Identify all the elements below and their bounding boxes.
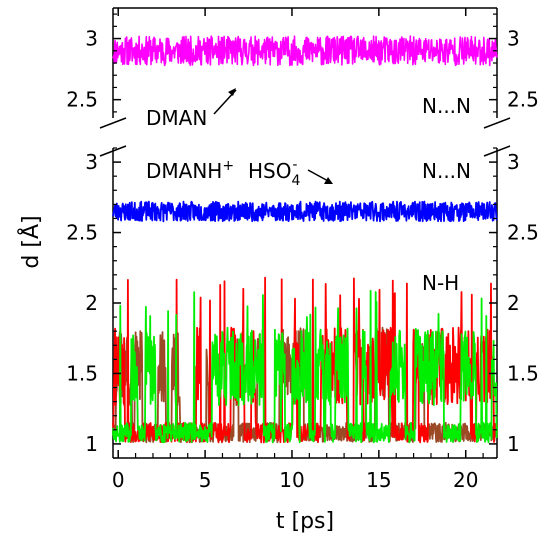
- axis-break-right-upper: [483, 117, 511, 129]
- y-tick-label-left: 2.5: [66, 88, 98, 112]
- y-tick-label-right: 3: [507, 150, 520, 174]
- annotation-dman-arrowhead: [228, 88, 236, 96]
- x-tick-label: 15: [366, 468, 391, 492]
- y-tick-label-left: 2.5: [66, 221, 98, 245]
- annotation-nh: N-H: [422, 271, 459, 295]
- y-tick-label-right: 2: [507, 291, 520, 315]
- annotation-dmanh-sup: +: [222, 158, 234, 174]
- annotation-top-nn: N...N: [422, 94, 471, 118]
- annotation-hso4-sub: 4: [291, 173, 300, 189]
- x-tick-label: 20: [453, 468, 478, 492]
- y-tick-label-left: 2: [85, 291, 98, 315]
- ticks-layer: [113, 8, 497, 459]
- annotation-dmanh-base: DMANH: [146, 159, 222, 183]
- x-axis-label: t [ps]: [276, 509, 334, 534]
- annotation-hso4-sup: -: [292, 157, 297, 173]
- series-layer: [112, 35, 498, 444]
- tick-labels-layer: 0 5 10 15 20 2.5 2.5 3 3 1 1 1.5 1.5 2 2 2.5 2.5 3 3: [66, 27, 539, 492]
- x-tick-label: 0: [112, 468, 125, 492]
- series-line-top-0: [112, 35, 498, 67]
- y-tick-label-left: 1: [85, 432, 98, 456]
- axis-break-left-lower: [99, 145, 127, 157]
- y-tick-label-right: 1.5: [507, 361, 539, 385]
- axis-break-marks: [99, 117, 511, 157]
- annotation-hso4: HSO4-: [248, 157, 300, 189]
- annotation-bottom-nn: N...N: [422, 159, 471, 183]
- annotation-dman: DMAN: [146, 106, 207, 130]
- bottom-panel-frame: [112, 148, 498, 459]
- x-tick-label: 10: [279, 468, 304, 492]
- axis-break-left-upper: [99, 117, 127, 129]
- axis-break-right-lower: [483, 145, 511, 157]
- y-axis-label: d [Å]: [17, 215, 44, 268]
- x-tick-label: 5: [199, 468, 212, 492]
- y-tick-label-left: 3: [85, 27, 98, 51]
- annotation-dmanh: DMANH+: [146, 158, 234, 183]
- annotation-hso4-arrowhead: [324, 177, 333, 184]
- y-tick-label-left: 1.5: [66, 361, 98, 385]
- y-tick-label-right: 2.5: [507, 221, 539, 245]
- y-tick-label-right: 1: [507, 432, 520, 456]
- series-line-bottom-0: [112, 200, 498, 223]
- series-line-bottom-3: [112, 289, 498, 444]
- y-tick-label-left: 3: [85, 150, 98, 174]
- y-tick-label-right: 2.5: [507, 88, 539, 112]
- annotation-hso4-base: HSO: [248, 159, 291, 183]
- y-tick-label-right: 3: [507, 27, 520, 51]
